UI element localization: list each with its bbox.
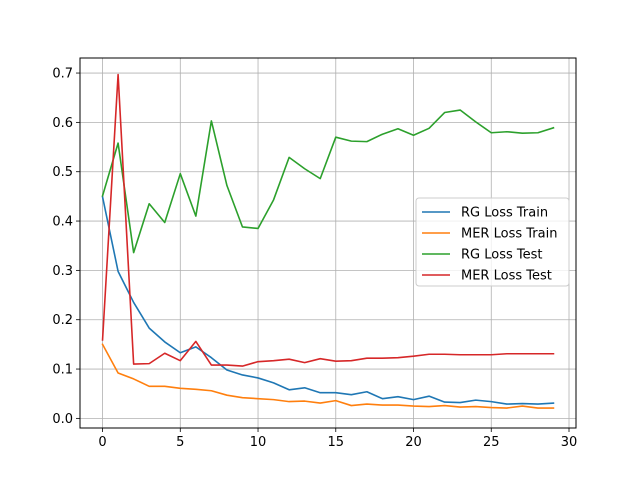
x-tick-label: 15 <box>328 435 345 450</box>
series-line-mer-loss-test <box>101 73 555 367</box>
legend-box <box>415 197 570 287</box>
series-lines <box>101 73 555 409</box>
legend-label-mer-loss-test: MER Loss Test <box>461 269 552 284</box>
legend-label-rg-loss-test: RG Loss Test <box>461 248 543 263</box>
y-tick-label: 0.4 <box>52 215 73 230</box>
x-tick-label: 20 <box>405 435 422 450</box>
plot-frame <box>79 57 577 429</box>
legend-label-mer-loss-train: MER Loss Train <box>461 227 557 242</box>
y-tick-label: 0.7 <box>52 67 73 82</box>
x-tick-label: 5 <box>176 435 184 450</box>
y-tick-label: 0.1 <box>52 363 73 378</box>
legend: RG Loss Train MER Loss Train RG Loss Test M… <box>415 197 570 287</box>
axis-ticks: 0 5 10 15 20 25 30 0.0 0.1 0.2 0.3 0.4 0.5 0.6 0.7 <box>52 67 577 450</box>
y-tick-label: 0.2 <box>52 313 73 328</box>
x-tick-label: 0 <box>98 435 106 450</box>
series-line-rg-loss-test <box>101 109 555 254</box>
x-tick-label: 30 <box>561 435 578 450</box>
x-tick-label: 10 <box>250 435 267 450</box>
legend-label-rg-loss-train: RG Loss Train <box>461 206 548 221</box>
x-tick-label: 25 <box>483 435 500 450</box>
y-tick-label: 0.0 <box>52 412 73 427</box>
y-tick-label: 0.5 <box>52 165 73 180</box>
y-tick-label: 0.6 <box>52 116 73 131</box>
series-line-rg-loss-train <box>101 195 555 405</box>
series-line-mer-loss-train <box>101 343 555 409</box>
y-tick-label: 0.3 <box>52 264 73 279</box>
